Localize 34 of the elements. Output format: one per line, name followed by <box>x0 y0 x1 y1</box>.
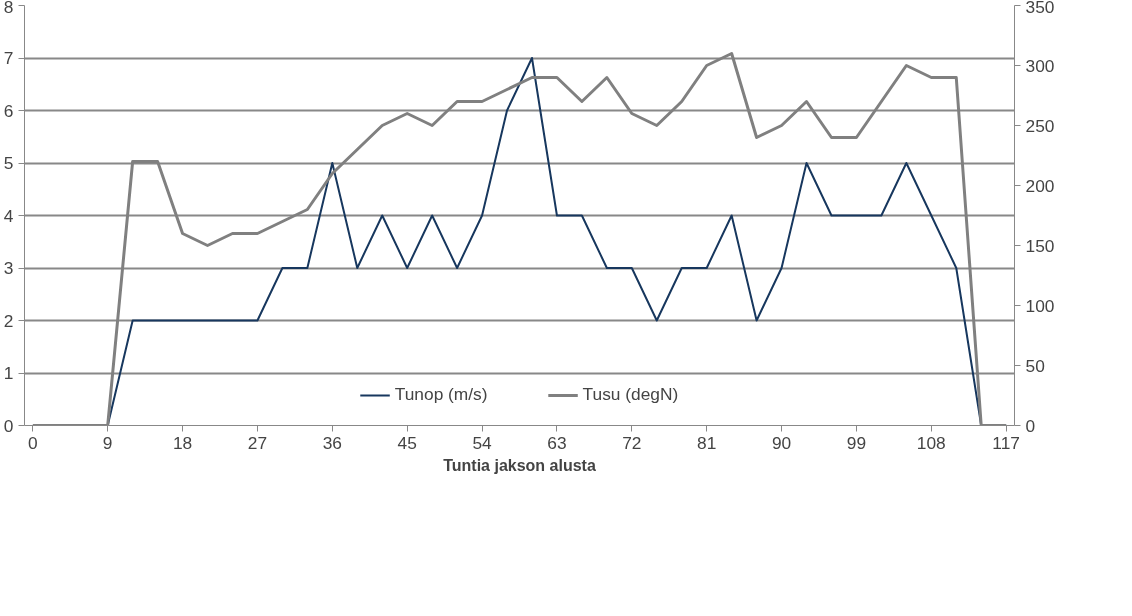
x-tick-label: 45 <box>397 432 417 453</box>
legend-label: Tunop (m/s) <box>394 384 488 405</box>
y-tick-label: 4 <box>3 205 14 226</box>
y-tick-label: 5 <box>3 153 14 173</box>
y2-tick-label: 100 <box>1025 295 1055 316</box>
x-tick-label: 72 <box>622 432 642 453</box>
x-tick-label: 18 <box>172 432 193 453</box>
x-tick-label: 99 <box>846 432 867 453</box>
y2-tick-label: 200 <box>1025 175 1055 196</box>
y-tick-label: 6 <box>3 100 14 121</box>
x-tick-label: 0 <box>28 432 38 453</box>
x-tick-label: 117 <box>992 432 1021 453</box>
legend-label: Tusu (degN) <box>582 384 679 405</box>
x-tick-label: 81 <box>697 432 717 453</box>
y2-tick-label: 300 <box>1025 55 1055 76</box>
y2-tick-label: 250 <box>1025 115 1055 136</box>
y-tick-label: 7 <box>3 48 14 68</box>
x-axis-title: Tuntia jakson alusta <box>443 456 596 474</box>
y-tick-label: 0 <box>3 415 14 436</box>
y2-tick-label: 150 <box>1025 235 1055 256</box>
y-tick-label: 1 <box>3 363 14 383</box>
y-tick-label: 8 <box>3 0 14 17</box>
y-tick-label: 2 <box>3 310 14 331</box>
x-tick-label: 90 <box>771 432 792 453</box>
x-tick-label: 54 <box>472 432 493 453</box>
x-tick-label: 9 <box>102 432 113 453</box>
y-tick-label: 3 <box>3 258 14 278</box>
y2-tick-label: 0 <box>1025 415 1036 436</box>
x-tick-label: 63 <box>547 432 567 453</box>
x-tick-label: 27 <box>247 432 268 453</box>
x-tick-label: 108 <box>916 432 946 453</box>
y2-tick-label: 50 <box>1025 355 1045 376</box>
x-tick-label: 36 <box>322 432 342 453</box>
y2-tick-label: 350 <box>1025 0 1055 17</box>
